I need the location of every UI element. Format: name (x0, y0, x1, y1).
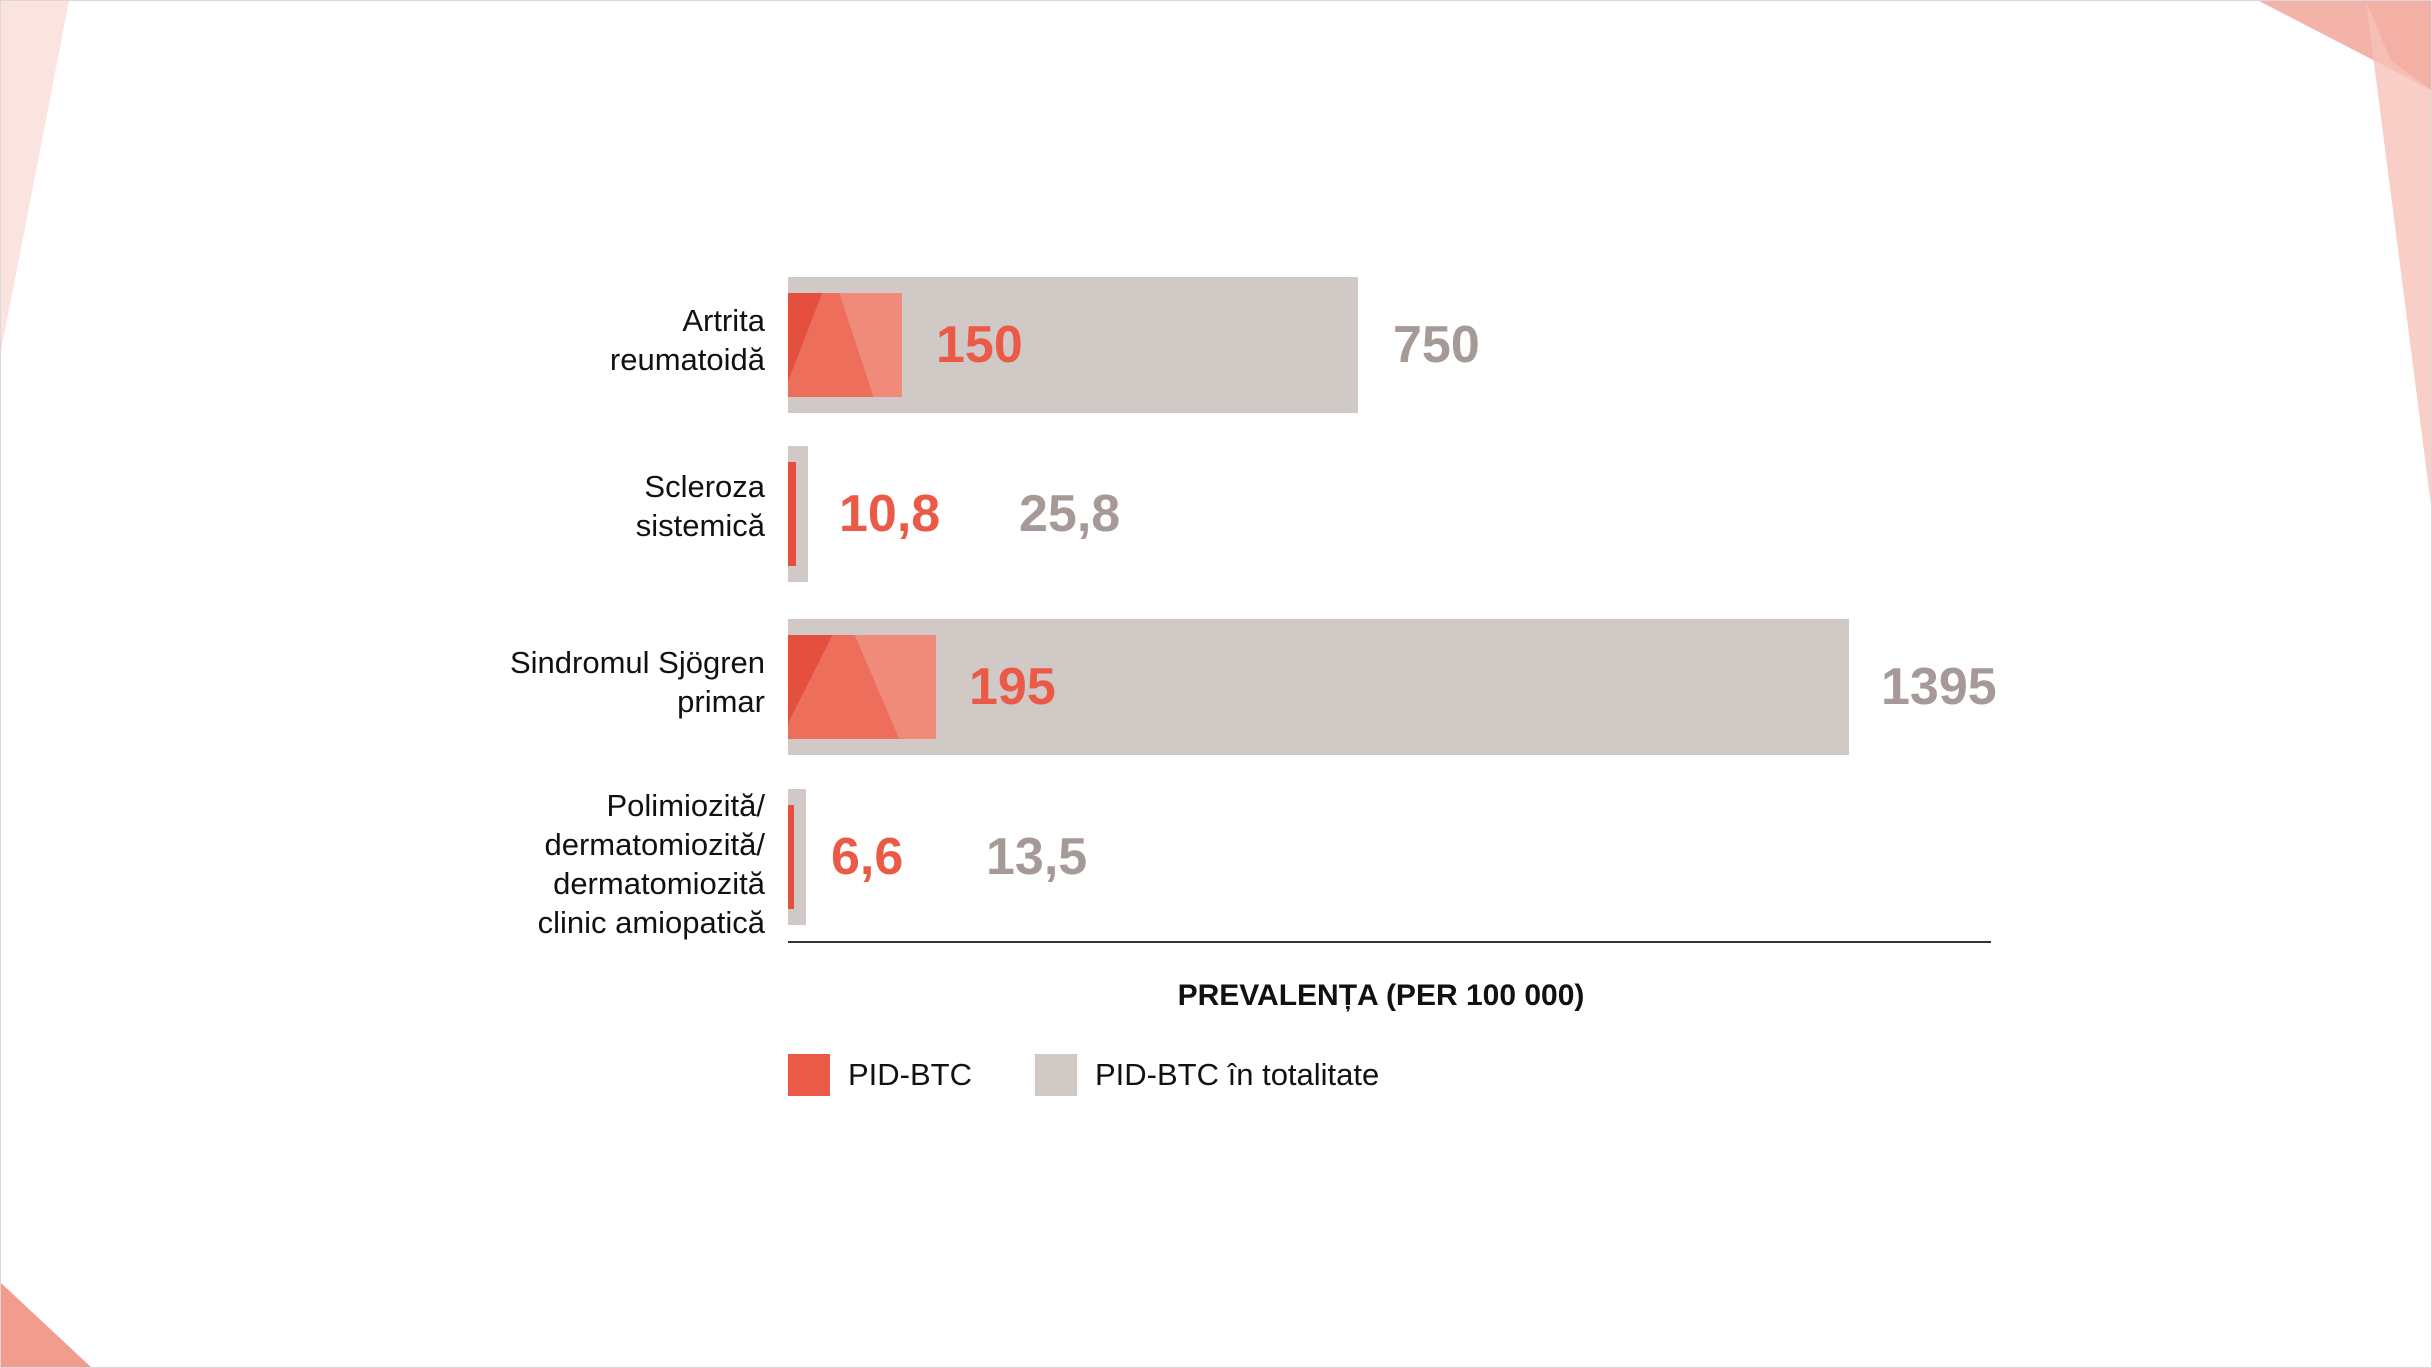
category-label-line: Scleroza (644, 469, 765, 504)
category-label: Sindromul Sjögren primar (510, 643, 765, 721)
bottom-left-decor-shape (1, 1283, 91, 1367)
value-label-pid-btc: 195 (969, 658, 1056, 716)
value-label-pid-btc-total: 25,8 (1019, 485, 1121, 543)
category-label-line: Artrita (682, 303, 765, 338)
bar-pid-btc-texture (788, 293, 874, 397)
value-label-pid-btc-total: 13,5 (986, 828, 1088, 886)
value-label-pid-btc: 10,8 (839, 485, 941, 543)
value-label-pid-btc: 150 (936, 316, 1023, 374)
category-label: Polimiozită/dermatomiozită/dermatomiozit… (538, 786, 765, 942)
legend-swatch-pid-btc (788, 1054, 830, 1096)
top-left-decor-shape (1, 1, 69, 351)
category-label-line: sistemică (635, 508, 765, 543)
category-label-line: Sindromul Sjögren (509, 645, 765, 680)
bar-pid-btc-texture (788, 635, 900, 739)
bar-pid-btc (788, 293, 903, 397)
category-label-line: clinic amiopatică (537, 905, 765, 940)
legend-label-pid-btc: PID-BTC (848, 1057, 972, 1092)
right-edge-decor-shape (2366, 1, 2431, 506)
value-label-pid-btc: 6,6 (831, 828, 904, 886)
x-axis-title: PREVALENȚA (PER 100 000) (1177, 979, 1585, 1012)
value-label-pid-btc-total: 1395 (1881, 658, 1997, 716)
category-label: Artrita reumatoidă (610, 301, 765, 379)
category-label-line: Polimiozită/ (606, 788, 766, 823)
category-label-line: primar (677, 684, 765, 719)
bar-pid-btc (788, 462, 797, 566)
legend-swatch-pid-btc-total (1035, 1054, 1077, 1096)
legend-label-pid-btc-total: PID-BTC în totalitate (1095, 1057, 1380, 1092)
category-label-line: reumatoidă (609, 342, 765, 377)
category-label-line: dermatomiozită/ (544, 827, 765, 862)
x-axis-line (788, 941, 1991, 943)
legend-item-pid-btc: PID-BTC (788, 1054, 972, 1096)
category-label-line: dermatomiozită (553, 866, 765, 901)
bar-pid-btc (788, 635, 937, 739)
category-label: Scleroza sistemică (636, 467, 765, 545)
legend-item-pid-btc-total: PID-BTC în totalitate (1035, 1054, 1379, 1096)
bar-total (788, 619, 1849, 755)
bar-pid-btc (788, 805, 794, 909)
value-label-pid-btc-total: 750 (1393, 316, 1480, 374)
